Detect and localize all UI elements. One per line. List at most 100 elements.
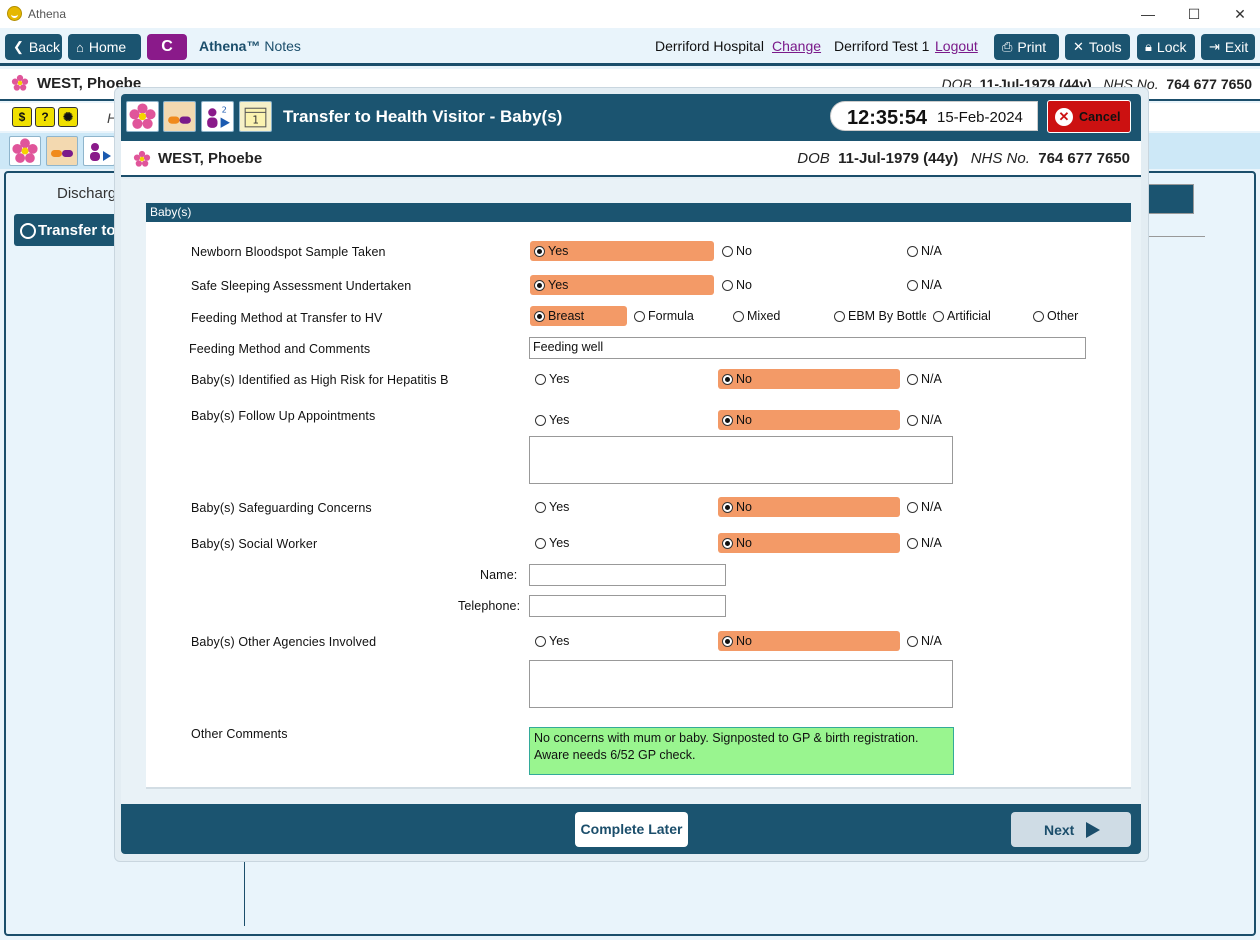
main-toolbar: ❮ Back ⌂ Home C Athena™ Notes Derriford Ho… bbox=[0, 28, 1260, 66]
exit-icon: ⇥ bbox=[1209, 39, 1220, 54]
hep-b-label: Baby(s) Identified as High Risk for Hepa… bbox=[191, 373, 449, 387]
social-worker-na-radio[interactable]: N/A bbox=[903, 533, 963, 553]
bloodspot-na-radio[interactable]: N/A bbox=[903, 241, 963, 261]
modal-flower-icon[interactable] bbox=[126, 101, 159, 132]
other-agencies-details-input[interactable] bbox=[529, 660, 953, 708]
hospital-name: Derriford Hospital bbox=[655, 38, 764, 54]
minimize-button[interactable]: — bbox=[1141, 6, 1155, 22]
window-title: Athena bbox=[28, 7, 67, 21]
follow-up-yes-radio[interactable]: Yes bbox=[531, 410, 591, 430]
follow-up-na-radio[interactable]: N/A bbox=[903, 410, 963, 430]
social-worker-yes-radio[interactable]: Yes bbox=[531, 533, 591, 553]
printer-icon: ⎙ bbox=[1002, 39, 1013, 54]
social-worker-no-radio[interactable]: No bbox=[718, 533, 900, 553]
exit-button[interactable]: ⇥ Exit bbox=[1201, 34, 1255, 60]
close-icon: ✕ bbox=[1055, 108, 1073, 126]
hep-b-na-radio[interactable]: N/A bbox=[903, 369, 963, 389]
social-worker-telephone-input[interactable] bbox=[529, 595, 726, 617]
section-header: Baby(s) bbox=[146, 203, 1131, 222]
c-button[interactable]: C bbox=[147, 34, 187, 60]
play-arrow-icon bbox=[1086, 822, 1100, 838]
follow-up-details-input[interactable] bbox=[529, 436, 953, 484]
telephone-label: Telephone: bbox=[458, 599, 521, 613]
next-button[interactable]: Next bbox=[1011, 812, 1131, 847]
bloodspot-label: Newborn Bloodspot Sample Taken bbox=[191, 245, 386, 259]
modal-patient-details: DOB 11-Jul-1979 (44y) NHS No. 764 677 76… bbox=[797, 150, 1130, 167]
safeguarding-label: Baby(s) Safeguarding Concerns bbox=[191, 501, 372, 515]
clock-display bbox=[830, 101, 1038, 131]
safeguarding-no-radio[interactable]: No bbox=[718, 497, 900, 517]
home-button[interactable]: ⌂ Home bbox=[68, 34, 141, 60]
background-baby-icon[interactable] bbox=[83, 136, 115, 166]
feeding-comments-label: Feeding Method and Comments bbox=[189, 342, 371, 356]
background-right-box bbox=[1140, 184, 1194, 214]
tools-label: Tools bbox=[1088, 39, 1122, 55]
safe-sleeping-yes-radio[interactable]: Yes bbox=[530, 275, 714, 295]
change-hospital-link[interactable]: Change bbox=[772, 38, 822, 54]
feeding-mixed-radio[interactable]: Mixed bbox=[729, 306, 819, 326]
clock-time: 12:35:54 bbox=[847, 107, 928, 129]
background-flower-icon[interactable] bbox=[9, 136, 41, 166]
background-discharge-label: Discharg bbox=[57, 185, 117, 202]
other-agencies-na-radio[interactable]: N/A bbox=[903, 631, 963, 651]
alert-icon[interactable]: $ bbox=[12, 107, 32, 127]
other-agencies-label: Baby(s) Other Agencies Involved bbox=[191, 635, 377, 649]
feeding-formula-radio[interactable]: Formula bbox=[630, 306, 720, 326]
safe-sleeping-na-radio[interactable]: N/A bbox=[903, 275, 963, 295]
modal-calendar-icon[interactable]: 1 bbox=[239, 101, 272, 132]
feeding-breast-radio[interactable]: Breast bbox=[530, 306, 627, 326]
user-name: Derriford Test 1 bbox=[834, 38, 930, 54]
close-window-button[interactable]: ✕ bbox=[1234, 6, 1246, 22]
safe-sleeping-label: Safe Sleeping Assessment Undertaken bbox=[191, 279, 412, 293]
feeding-comments-input[interactable]: Feeding well bbox=[529, 337, 1086, 359]
maximize-button[interactable]: ☐ bbox=[1187, 6, 1201, 22]
modal-patient-name: WEST, Phoebe bbox=[158, 150, 263, 167]
follow-up-no-radio[interactable]: No bbox=[718, 410, 900, 430]
settings-icon[interactable]: ✺ bbox=[58, 107, 78, 127]
complete-later-button[interactable]: Complete Later bbox=[575, 812, 688, 847]
bloodspot-yes-radio[interactable]: Yes bbox=[530, 241, 714, 261]
background-divider bbox=[1140, 236, 1205, 237]
other-comments-input[interactable]: No concerns with mum or baby. Signposted… bbox=[529, 727, 954, 775]
hep-b-no-radio[interactable]: No bbox=[718, 369, 900, 389]
chevron-left-icon: ❮ bbox=[13, 39, 24, 54]
safeguarding-na-radio[interactable]: N/A bbox=[903, 497, 963, 517]
background-medication-icon[interactable] bbox=[46, 136, 78, 166]
clock-date: 15-Feb-2024 bbox=[937, 109, 1023, 126]
print-button[interactable]: ⎙ Print bbox=[994, 34, 1059, 60]
lock-icon: 🔒︎ bbox=[1145, 39, 1152, 54]
feeding-ebm-radio[interactable]: EBM By Bottle bbox=[830, 306, 926, 326]
social-worker-label: Baby(s) Social Worker bbox=[191, 537, 318, 551]
safe-sleeping-no-radio[interactable]: No bbox=[718, 275, 778, 295]
hep-b-yes-radio[interactable]: Yes bbox=[531, 369, 591, 389]
safeguarding-yes-radio[interactable]: Yes bbox=[531, 497, 591, 517]
back-button[interactable]: ❮ Back bbox=[5, 34, 62, 60]
feeding-method-label: Feeding Method at Transfer to HV bbox=[191, 311, 383, 325]
print-label: Print bbox=[1017, 39, 1047, 55]
help-icon[interactable]: ? bbox=[35, 107, 55, 127]
logout-link[interactable]: Logout bbox=[935, 38, 978, 54]
bloodspot-no-radio[interactable]: No bbox=[718, 241, 778, 261]
modal-medication-icon[interactable] bbox=[163, 101, 196, 132]
background-transfer-item[interactable]: Transfer to bbox=[14, 214, 124, 246]
tools-icon: ✕ bbox=[1073, 39, 1084, 54]
other-agencies-no-radio[interactable]: No bbox=[718, 631, 900, 651]
social-worker-name-input[interactable] bbox=[529, 564, 726, 586]
name-label: Name: bbox=[480, 568, 518, 582]
modal-baby-icon[interactable]: 2 bbox=[201, 101, 234, 132]
cancel-button[interactable]: ✕ Cancel bbox=[1047, 100, 1131, 133]
feeding-artificial-radio[interactable]: Artificial bbox=[929, 306, 1025, 326]
modal-title: Transfer to Health Visitor - Baby(s) bbox=[283, 107, 563, 126]
background-heading: H bbox=[107, 110, 118, 126]
app-name: Athena™ Notes bbox=[199, 38, 301, 54]
lock-button[interactable]: 🔒︎ Lock bbox=[1137, 34, 1195, 60]
flower-icon bbox=[11, 74, 29, 91]
modal-patient-banner bbox=[121, 141, 1141, 177]
home-label: Home bbox=[88, 39, 127, 55]
feeding-other-radio[interactable]: Other bbox=[1029, 306, 1109, 326]
other-agencies-yes-radio[interactable]: Yes bbox=[531, 631, 591, 651]
tools-button[interactable]: ✕ Tools bbox=[1065, 34, 1130, 60]
exit-label: Exit bbox=[1224, 39, 1249, 55]
background-vertical-line bbox=[244, 858, 245, 926]
next-label: Next bbox=[1044, 822, 1075, 838]
